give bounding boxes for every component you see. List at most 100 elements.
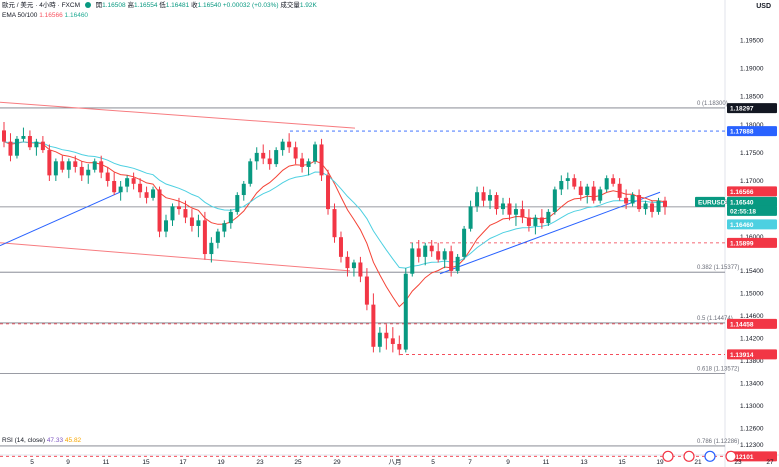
rsi-legend[interactable]: RSI (14, close) 47.33 45.82: [2, 437, 81, 444]
candle-body: [40, 141, 45, 151]
time-tick-label: 27: [766, 459, 774, 466]
ema100-line: [3, 141, 666, 269]
candle-body: [248, 161, 253, 184]
candle-body: [254, 152, 259, 162]
candle-body: [287, 141, 292, 148]
time-tick-label: 21: [694, 459, 702, 466]
price-tag: [727, 451, 777, 462]
candle-body: [572, 178, 577, 187]
price-tick-label: 1.13000: [740, 403, 764, 410]
rsi-label: RSI (14, close): [2, 437, 45, 444]
price-axis[interactable]: 1.19500 1.19000 1.18500 1.18000 1.17500 1.170…: [695, 37, 777, 462]
candle-body: [604, 178, 609, 190]
ema100-value: 1.16460: [64, 12, 89, 19]
candle-body: [157, 189, 162, 232]
candle-body: [410, 248, 415, 274]
candle-body: [228, 211, 233, 224]
candle-body: [611, 178, 616, 184]
candle-body: [643, 203, 648, 210]
price-tick-label: 1.14200: [740, 335, 764, 342]
high-label: 高: [127, 2, 134, 9]
candle-body: [176, 206, 181, 210]
price-tag-label: 1.12101: [730, 454, 754, 461]
candle-body: [475, 192, 480, 207]
candle-body: [617, 183, 622, 198]
change-value: +0.00032 (+0.03%): [222, 2, 279, 9]
price-tag: [727, 126, 777, 137]
candle-body: [520, 209, 525, 218]
candle-body: [455, 256, 460, 271]
candle-body: [371, 304, 376, 347]
candle-body: [559, 180, 564, 190]
price-tag: [727, 237, 777, 248]
ema-label: EMA 50/100: [2, 12, 38, 19]
price-tick-label: 1.19000: [740, 66, 764, 73]
candle-body: [118, 186, 123, 193]
candle-body: [565, 178, 570, 181]
economic-event-icon: [725, 450, 737, 462]
candle-body: [34, 141, 39, 148]
candle-body: [403, 273, 408, 350]
open-value: 1.16508: [102, 2, 126, 9]
trendline-right: [439, 191, 661, 275]
candle-body: [66, 161, 71, 170]
ema-info-line[interactable]: EMA 50/100 1.16566 1.16460: [2, 11, 88, 20]
time-tick-label: 15: [142, 459, 150, 466]
candle-body: [449, 251, 454, 271]
time-tick-label: 23: [734, 459, 742, 466]
candle-body: [513, 209, 518, 215]
candle-body: [429, 245, 434, 252]
fib-level-label: 0.382 (1.15377): [697, 265, 739, 271]
candle-body: [189, 217, 194, 226]
candle-body: [241, 183, 246, 196]
time-tick-label: 八月: [389, 458, 402, 466]
economic-event-icon: [662, 450, 674, 462]
price-tag-label: EURUSD: [698, 199, 726, 206]
economic-event-icon: [704, 450, 716, 462]
price-tag: [727, 103, 777, 114]
candle-body: [144, 192, 149, 198]
candle-body: [384, 332, 389, 339]
price-tag-label: 1.18297: [730, 106, 754, 113]
ema50-value: 1.16566: [39, 12, 63, 19]
time-tick-label: 15: [618, 459, 626, 466]
fib-level-label: 0.618 (1.13572): [697, 367, 739, 373]
currency-label[interactable]: USD: [756, 3, 771, 10]
fib-level-label: 0.786 (1.12286): [697, 439, 739, 445]
time-tick-label: 5: [431, 459, 435, 466]
candle-body: [377, 332, 382, 347]
candle-body: [663, 200, 667, 207]
event-icons[interactable]: [662, 450, 737, 462]
candle-body: [481, 192, 486, 201]
candle-body: [533, 217, 538, 226]
low-label: 低: [159, 2, 166, 9]
candle-body: [8, 141, 13, 156]
candle-body: [280, 141, 285, 151]
price-tick-label: 1.19500: [740, 37, 764, 44]
time-tick-label: 23: [256, 459, 264, 466]
candle-body: [2, 130, 6, 142]
candle-body: [196, 220, 201, 226]
close-label: 收: [191, 2, 198, 9]
candle-body: [293, 147, 298, 159]
candle-body: [591, 186, 596, 201]
candle-body: [338, 237, 343, 257]
price-tag-label: 02:55:18: [730, 208, 756, 215]
price-tick-label: 1.12600: [740, 425, 764, 432]
volume-value: 1.92K: [299, 2, 317, 9]
candle-body: [598, 189, 603, 201]
price-tag: [727, 186, 777, 197]
candle-body: [637, 195, 642, 210]
symbol-title[interactable]: 歐元 / 美元 · 4小時 · FXCM: [2, 2, 80, 9]
candle-body: [183, 209, 188, 218]
price-tag: [695, 196, 725, 207]
time-tick-label: 5: [30, 459, 34, 466]
high-value: 1.16554: [133, 2, 158, 9]
price-tag: [727, 349, 777, 360]
price-tick-label: 1.18500: [740, 94, 764, 101]
candle-body: [656, 200, 661, 212]
channel-lower-line: [0, 242, 351, 272]
candle-body: [546, 211, 551, 224]
time-axis[interactable]: 5 9 11 15 17 19 23 25 29 八月 5 7 9 11 13 15 19 21 23 27: [30, 458, 774, 466]
